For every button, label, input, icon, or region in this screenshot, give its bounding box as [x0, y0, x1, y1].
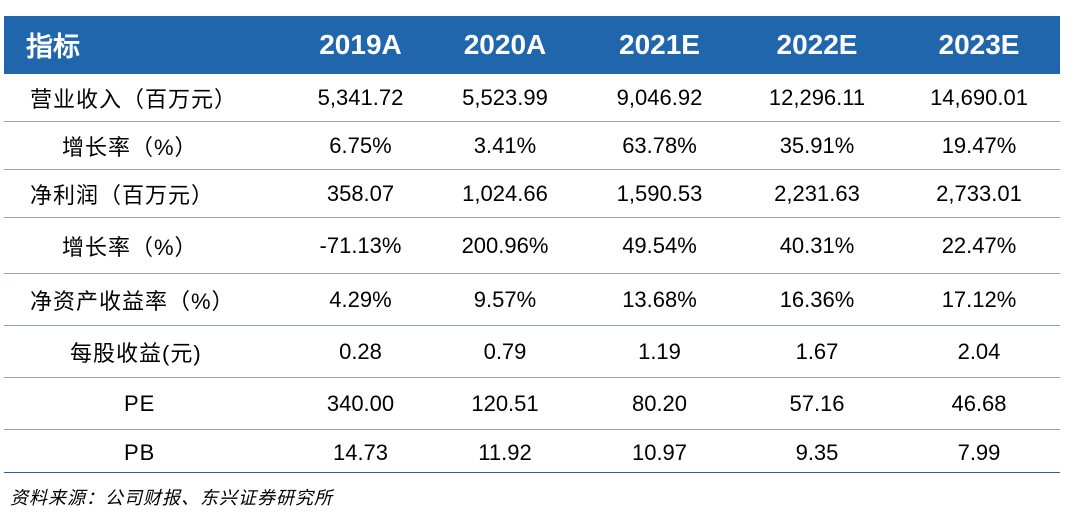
table-cell: 9,046.92 [616, 84, 703, 110]
table-row: 营业收入（百万元） 5,341.72 5,523.99 9,046.92 12,… [4, 73, 1060, 122]
table-cell: 12,296.11 [768, 84, 866, 110]
table-cell: 35.91% [779, 132, 855, 158]
table-cell: 5,341.72 [317, 84, 404, 110]
table-cell: 57.16 [789, 390, 845, 416]
table-cell: 7.99 [957, 439, 1001, 465]
header-year-2019A: 2019A [319, 28, 402, 60]
table-header-row: 指标 2019A 2020A 2021E 2022E 2023E [4, 16, 1060, 73]
table-cell: 9.57% [473, 286, 537, 312]
table-row: 净资产收益率（%） 4.29% 9.57% 13.68% 16.36% 17.1… [4, 274, 1060, 326]
table-cell: 5,523.99 [462, 84, 548, 110]
table-row: 净利润（百万元） 358.07 1,024.66 1,590.53 2,231.… [4, 170, 1060, 218]
header-year-2023E: 2023E [938, 28, 1020, 60]
table-cell: 358.07 [326, 180, 395, 206]
table-cell: 13.68% [622, 286, 697, 312]
table-cell: 19.47% [941, 132, 1017, 158]
table-cell: 1,024.66 [462, 180, 548, 206]
table-cell: 1,590.53 [616, 180, 703, 206]
header-year-2020A: 2020A [463, 28, 547, 60]
table-cell: 200.96% [461, 232, 549, 258]
table-row: PE 340.00 120.51 80.20 57.16 46.68 [4, 378, 1060, 430]
table-cell: 11.92 [478, 439, 532, 465]
row-label: 净利润（百万元） [30, 182, 215, 208]
table-cell: 63.78% [622, 132, 697, 158]
row-label: PE [124, 390, 156, 416]
table-cell: 17.12% [941, 286, 1017, 312]
row-label: PB [124, 439, 156, 465]
table-cell: 4.29% [329, 286, 392, 312]
table-cell: 0.28 [339, 338, 382, 364]
table-cell: 2,231.63 [774, 180, 860, 206]
table-cell: 16.36% [779, 286, 855, 312]
table-cell: 40.31% [779, 232, 855, 258]
table-cell: 10.97 [631, 439, 688, 465]
row-label: 增长率（%） [62, 234, 198, 260]
table-row: 每股收益(元) 0.28 0.79 1.19 1.67 2.04 [4, 326, 1060, 378]
table-cell: 1.67 [795, 338, 839, 364]
table-cell: 80.20 [631, 390, 688, 416]
table-cell: 0.79 [483, 338, 527, 364]
row-label: 营业收入（百万元） [30, 86, 238, 112]
table-cell: -71.13% [319, 232, 402, 258]
row-label: 每股收益(元) [70, 340, 202, 366]
header-year-2021E: 2021E [619, 28, 700, 60]
table-cell: 3.41% [473, 132, 537, 158]
table-row: 增长率（%） 6.75% 3.41% 63.78% 35.91% 19.47% [4, 122, 1060, 170]
financial-forecast-table: 指标 2019A 2020A 2021E 2022E 2023E 营业收入（百万… [4, 16, 1060, 475]
table-cell: 340.00 [326, 390, 395, 416]
table-cell: 2,733.01 [936, 180, 1022, 206]
table-cell: 2.04 [957, 338, 1001, 364]
table-row: 增长率（%） -71.13% 200.96% 49.54% 40.31% 22.… [4, 218, 1060, 274]
table-cell: 49.54% [622, 232, 697, 258]
header-indicator-label: 指标 [26, 32, 80, 62]
table-cell: 14.73 [332, 439, 389, 465]
table-cell: 14,690.01 [930, 84, 1028, 110]
header-year-2022E: 2022E [776, 28, 858, 60]
table-cell: 9.35 [795, 439, 839, 465]
table-cell: 6.75% [329, 132, 392, 158]
table-cell: 46.68 [951, 390, 1007, 416]
source-note: 资料来源：公司财报、东兴证券研究所 [10, 488, 333, 509]
table-cell: 1.19 [638, 338, 681, 364]
row-label: 净资产收益率（%） [30, 288, 235, 314]
table-cell: 22.47% [941, 232, 1017, 258]
table-cell: 120.51 [471, 390, 539, 416]
row-label: 增长率（%） [62, 134, 198, 160]
table-row: PB 14.73 11.92 10.97 9.35 7.99 [4, 430, 1060, 475]
table-bottom-rule [4, 472, 1060, 473]
